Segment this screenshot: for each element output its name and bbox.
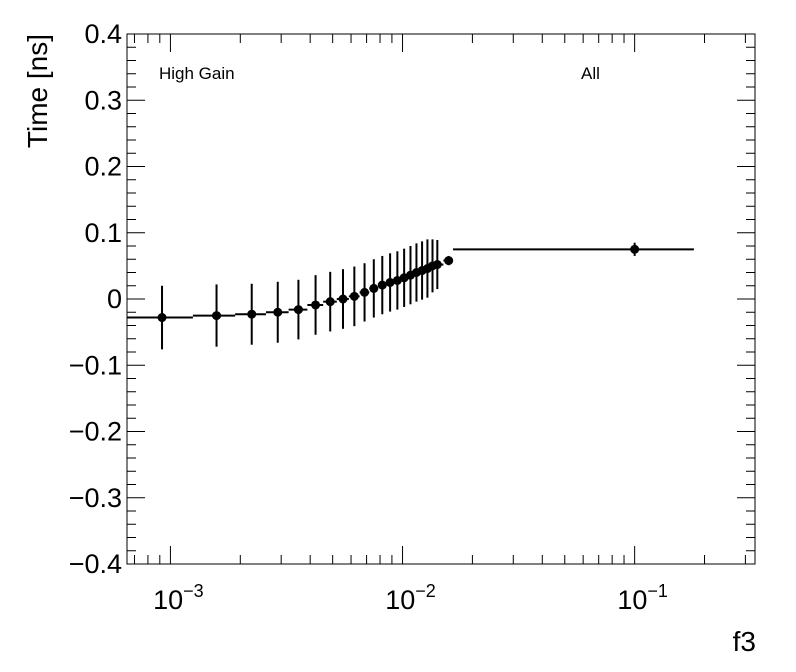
x-axis-ticks [133,34,746,564]
data-point [453,242,694,256]
point-marker [311,300,321,310]
y-tick-label: 0.3 [84,85,122,115]
data-point [369,259,379,318]
data-point [192,284,236,347]
point-marker [325,297,335,307]
data-point [336,269,349,329]
y-axis-ticks [127,33,755,565]
y-axis-label: Time [ns] [22,34,53,148]
data-point [235,283,266,345]
y-tick-label: −0.3 [69,483,122,513]
y-tick-label: −0.1 [69,350,122,380]
data-point [377,255,387,315]
x-tick-label: 10−2 [385,581,436,615]
data-points [127,239,694,350]
plot-frame [126,33,756,565]
x-tick-label: 10−3 [153,581,204,615]
point-marker [385,277,395,287]
point-marker [293,305,303,315]
data-point [288,279,308,340]
point-marker [247,309,257,319]
annotation-all: All [581,64,600,83]
point-marker [392,275,402,285]
y-tick-label: 0 [107,284,122,314]
y-tick-label: −0.2 [69,417,122,447]
data-point [323,271,337,332]
x-axis-label: f3 [733,626,756,657]
y-tick-label: 0.2 [84,152,122,182]
x-tick-label: 10−1 [617,581,668,615]
x-tick-labels: 10−3 10−2 10−1 [153,581,668,615]
point-marker [212,311,222,321]
y-tick-label: −0.4 [69,549,122,579]
data-point [443,255,454,266]
point-marker [273,307,283,317]
y-tick-label: 0.1 [84,218,122,248]
data-point [307,275,324,335]
point-marker [432,260,442,270]
point-marker [444,256,454,266]
annotation-high-gain: High Gain [159,64,235,83]
point-marker [157,313,167,323]
data-point [359,263,370,322]
point-marker [369,283,379,293]
data-point [127,285,193,350]
data-point [265,281,289,343]
point-marker [349,291,359,301]
data-point [432,240,444,290]
point-marker [630,244,640,254]
data-point [385,253,395,312]
point-marker [377,280,387,290]
y-tick-label: 0.4 [84,19,122,49]
data-point [348,266,360,327]
y-tick-labels: 0.4 0.3 0.2 0.1 0 −0.1 −0.2 −0.3 −0.4 [69,19,122,579]
point-marker [360,287,370,297]
data-point [392,251,402,310]
data-point [399,248,409,307]
point-marker [338,294,348,304]
